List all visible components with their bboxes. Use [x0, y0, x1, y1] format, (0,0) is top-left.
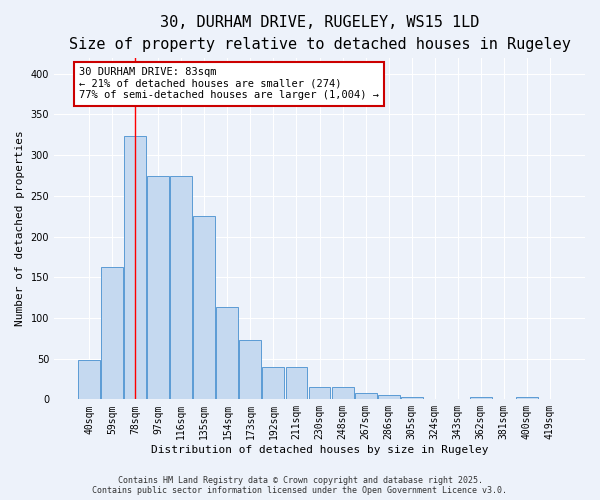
Title: 30, DURHAM DRIVE, RUGELEY, WS15 1LD
Size of property relative to detached houses: 30, DURHAM DRIVE, RUGELEY, WS15 1LD Size…: [68, 15, 571, 52]
Bar: [355, 393, 377, 400]
Bar: [516, 397, 538, 400]
Bar: [147, 176, 169, 400]
Bar: [170, 176, 192, 400]
Bar: [193, 216, 215, 400]
Bar: [332, 387, 353, 400]
Text: 30 DURHAM DRIVE: 83sqm
← 21% of detached houses are smaller (274)
77% of semi-de: 30 DURHAM DRIVE: 83sqm ← 21% of detached…: [79, 68, 379, 100]
Bar: [124, 136, 146, 400]
Bar: [308, 387, 331, 400]
Bar: [401, 397, 422, 400]
Bar: [101, 266, 123, 400]
Text: Contains HM Land Registry data © Crown copyright and database right 2025.
Contai: Contains HM Land Registry data © Crown c…: [92, 476, 508, 495]
X-axis label: Distribution of detached houses by size in Rugeley: Distribution of detached houses by size …: [151, 445, 488, 455]
Bar: [377, 396, 400, 400]
Y-axis label: Number of detached properties: Number of detached properties: [15, 130, 25, 326]
Bar: [262, 367, 284, 400]
Bar: [286, 367, 307, 400]
Bar: [239, 340, 262, 400]
Bar: [78, 360, 100, 400]
Bar: [470, 397, 492, 400]
Bar: [217, 308, 238, 400]
